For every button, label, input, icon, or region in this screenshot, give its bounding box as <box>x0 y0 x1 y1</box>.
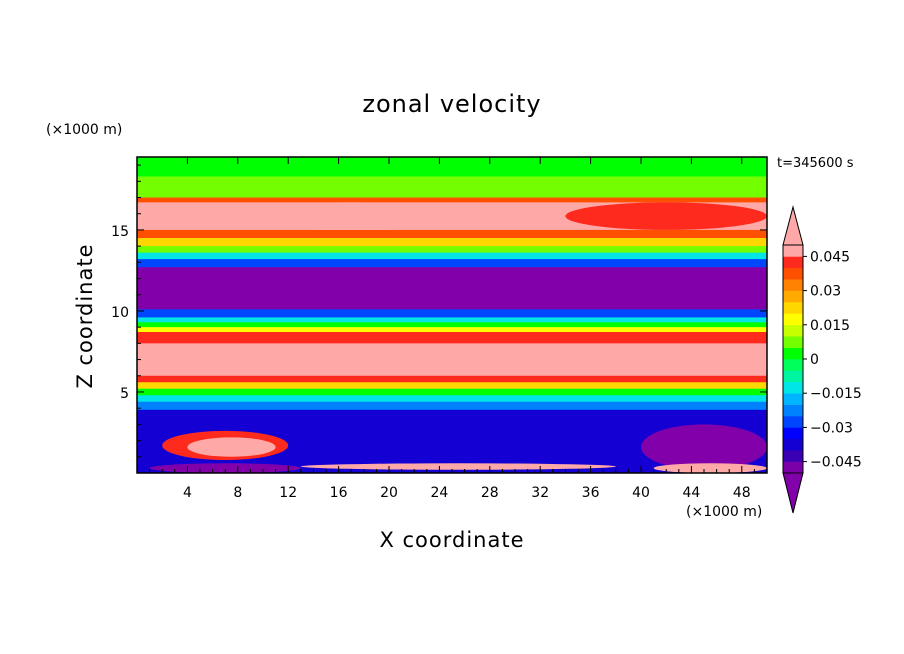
x-tick-label: 12 <box>279 485 297 501</box>
contour-band-11 <box>137 317 767 323</box>
contour-band-13 <box>137 327 767 333</box>
colorbar-bin <box>783 438 803 451</box>
x-tick-label: 8 <box>233 485 242 501</box>
contour-band-4 <box>137 229 767 239</box>
contour-feature-4 <box>187 437 276 457</box>
colorbar-bin <box>783 324 803 337</box>
x-axis-label: X coordinate <box>379 528 524 552</box>
colorbar-tick-label: −0.015 <box>810 386 862 402</box>
time-label: t=345600 s <box>777 156 854 171</box>
colorbar-bin <box>783 245 803 257</box>
contour-feature-0 <box>137 202 566 230</box>
colorbar-bin <box>783 404 803 417</box>
contour-feature-5 <box>300 463 616 470</box>
x-tick-label: 40 <box>632 485 650 501</box>
contour-feature-7 <box>653 463 767 473</box>
colorbar-bin <box>783 336 803 348</box>
y-unit-label: (×1000 m) <box>46 122 122 138</box>
y-tick-label: 15 <box>111 224 129 240</box>
contour-band-8 <box>137 259 767 268</box>
colorbar-bin <box>783 313 803 326</box>
contour-band-0 <box>137 157 767 177</box>
colorbar-bin <box>783 256 803 269</box>
colorbar-tick-label: 0.015 <box>810 318 850 334</box>
contour-band-9 <box>137 267 767 310</box>
contour-band-1 <box>137 176 767 199</box>
y-tick-label: 10 <box>111 305 129 321</box>
contour-feature-2 <box>641 424 767 470</box>
colorbar-tick-label: 0.03 <box>810 284 841 300</box>
y-axis-label: Z coordinate <box>73 243 97 388</box>
contour-band-18 <box>137 388 767 396</box>
contour-band-10 <box>137 309 767 318</box>
colorbar-tick-label: 0 <box>810 352 819 368</box>
contour-band-15 <box>137 343 767 377</box>
x-tick-label: 28 <box>481 485 499 501</box>
contour-band-2 <box>137 197 767 203</box>
colorbar-bin <box>783 302 803 314</box>
contour-band-20 <box>137 401 767 411</box>
contour-band-7 <box>137 252 767 260</box>
colorbar-tick-label: −0.045 <box>810 455 862 471</box>
colorbar-bin <box>783 267 803 280</box>
colorbar-over-arrow <box>782 205 804 246</box>
x-tick-label: 24 <box>430 485 448 501</box>
plot-area <box>137 157 767 473</box>
colorbar-tick-label: 0.045 <box>810 249 850 265</box>
x-axis: 4 8 12 16 20 24 28 32 36 40 44 48 <box>149 157 755 501</box>
x-tick-label: 4 <box>183 485 192 501</box>
y-tick-label: 5 <box>120 386 129 402</box>
colorbar-bin <box>783 290 803 303</box>
colorbar-bin <box>783 381 803 394</box>
x-tick-label: 32 <box>531 485 549 501</box>
colorbar-bin <box>783 461 803 474</box>
contour-band-5 <box>137 238 767 247</box>
x-tick-label: 16 <box>330 485 348 501</box>
chart-title: zonal velocity <box>362 90 541 118</box>
y-axis: 5 10 15 <box>111 164 767 458</box>
colorbar: 0.045 0.03 0.015 0 −0.015 −0.03 −0.045 <box>782 205 862 514</box>
contour-band-12 <box>137 322 767 328</box>
x-tick-label: 36 <box>582 485 600 501</box>
colorbar-bin <box>783 393 803 405</box>
colorbar-bin <box>783 416 803 428</box>
x-unit-label: (×1000 m) <box>686 504 762 520</box>
contour-band-14 <box>137 332 767 344</box>
contour-band-19 <box>137 395 767 403</box>
colorbar-bin <box>783 359 803 371</box>
colorbar-bin <box>783 427 803 440</box>
contour-band-17 <box>137 382 767 390</box>
colorbar-bin <box>783 347 803 360</box>
contour-band-16 <box>137 375 767 383</box>
colorbar-under-arrow <box>782 472 804 514</box>
colorbar-tick-label: −0.03 <box>810 420 853 436</box>
x-tick-label: 44 <box>682 485 700 501</box>
x-tick-label: 48 <box>733 485 751 501</box>
contour-band-6 <box>137 246 767 254</box>
colorbar-bin <box>783 450 803 462</box>
x-tick-label: 20 <box>380 485 398 501</box>
colorbar-bin <box>783 279 803 291</box>
contour-feature-1 <box>565 202 767 230</box>
colorbar-bin <box>783 370 803 383</box>
